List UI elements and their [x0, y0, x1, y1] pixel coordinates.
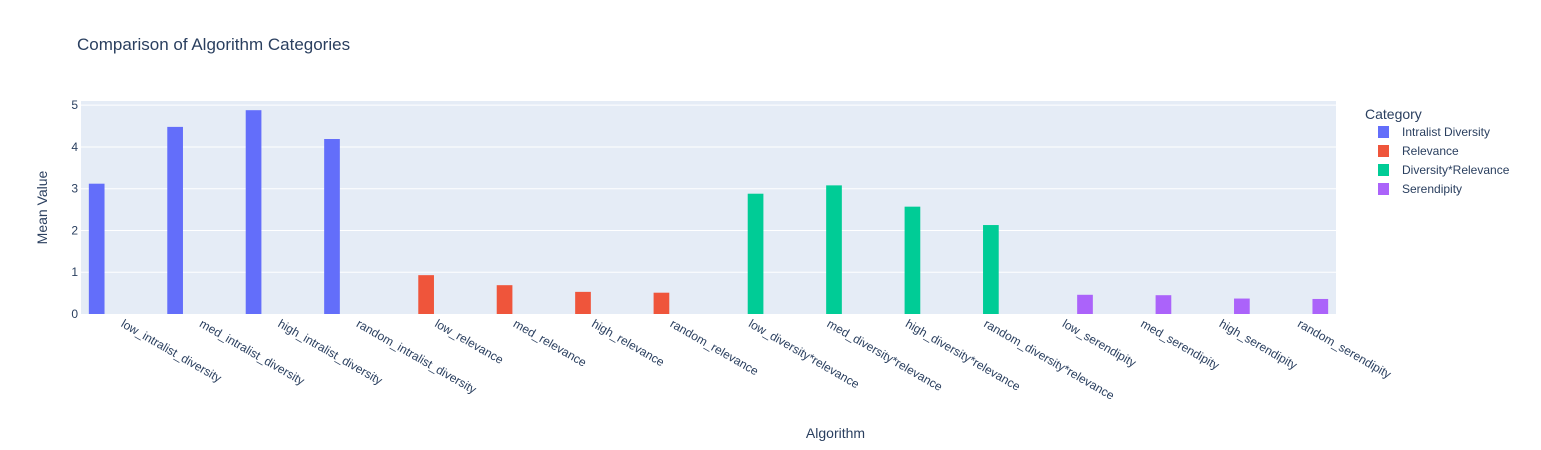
x-tick-label: med_serendipity	[1138, 316, 1221, 372]
x-tick-label: low_serendipity	[1060, 316, 1139, 369]
gridlines	[81, 104, 1336, 273]
bar-low-serendipity[interactable]	[1077, 294, 1093, 314]
bar-med-diversity-relevance[interactable]	[826, 185, 842, 314]
bars	[88, 110, 1329, 314]
chart-title: Comparison of Algorithm Categories	[77, 35, 350, 54]
legend-item[interactable]: Intralist Diversity	[1378, 125, 1490, 139]
y-tick-label: 4	[71, 140, 78, 154]
x-tick-label: high_relevance	[589, 316, 667, 369]
y-axis-title: Mean Value	[34, 170, 50, 244]
legend-swatch	[1378, 126, 1389, 138]
bar-med-relevance[interactable]	[496, 285, 513, 314]
legend-label: Serendipity	[1402, 182, 1462, 196]
bar-low-intralist-diversity[interactable]	[88, 183, 105, 314]
legend-title: Category	[1365, 106, 1422, 122]
bar-high-intralist-diversity[interactable]	[245, 110, 262, 314]
bar-med-intralist-diversity[interactable]	[167, 126, 183, 314]
legend: Category Intralist Diversity Relevance Div…	[1365, 106, 1510, 196]
legend-swatch	[1378, 145, 1389, 157]
legend-item[interactable]: Diversity*Relevance	[1378, 163, 1510, 177]
legend-label: Relevance	[1402, 144, 1459, 158]
bar-random-intralist-diversity[interactable]	[324, 139, 340, 314]
y-tick-label: 3	[71, 182, 78, 196]
bar-random-relevance[interactable]	[653, 292, 670, 314]
x-tick-label: low_relevance	[432, 316, 506, 367]
legend-item[interactable]: Relevance	[1378, 144, 1459, 158]
bar-high-relevance[interactable]	[575, 291, 591, 314]
legend-item[interactable]: Serendipity	[1378, 182, 1462, 196]
x-axis-title: Algorithm	[806, 425, 865, 441]
legend-swatch	[1378, 164, 1389, 176]
legend-label: Diversity*Relevance	[1402, 163, 1510, 177]
bar-low-relevance[interactable]	[418, 275, 434, 314]
y-tick-label: 0	[71, 307, 78, 321]
bar-high-serendipity[interactable]	[1234, 298, 1250, 314]
bar-low-diversity-relevance[interactable]	[747, 193, 764, 314]
y-tick-label: 2	[71, 223, 78, 237]
x-tick-label: high_serendipity	[1217, 316, 1300, 372]
x-tick-label: random_diversity*relevance	[982, 316, 1118, 402]
legend-label: Intralist Diversity	[1402, 125, 1490, 139]
bar-random-serendipity[interactable]	[1312, 298, 1329, 314]
y-tick-label: 1	[71, 265, 78, 279]
y-tick-label: 5	[71, 98, 78, 112]
plot-area	[81, 101, 1336, 314]
y-axis-ticks: 0 1 2 3 4 5	[71, 98, 78, 321]
x-axis-ticks: low_intralist_diversitymed_intralist_div…	[119, 316, 1394, 402]
bar-med-serendipity[interactable]	[1155, 295, 1172, 314]
x-tick-label: random_serendipity	[1295, 316, 1393, 381]
x-tick-label: med_relevance	[511, 316, 589, 369]
legend-swatch	[1378, 183, 1389, 195]
bar-random-diversity-relevance[interactable]	[983, 225, 999, 314]
legend-items: Intralist Diversity Relevance Diversity*Re…	[1378, 125, 1510, 196]
bar-high-diversity-relevance[interactable]	[904, 206, 921, 314]
